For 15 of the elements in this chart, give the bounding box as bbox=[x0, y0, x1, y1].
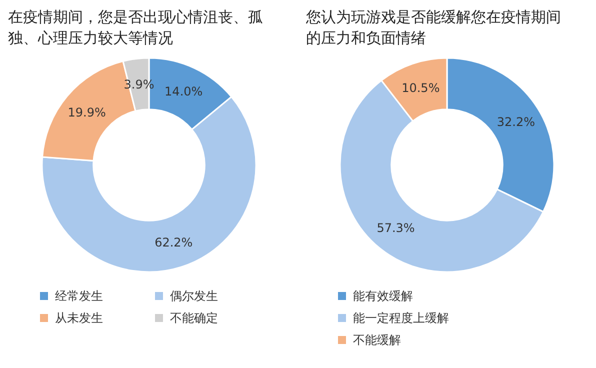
legend-label: 能有效缓解 bbox=[353, 289, 413, 303]
legend-label: 能一定程度上缓解 bbox=[353, 311, 449, 325]
data-label: 57.3% bbox=[376, 221, 415, 236]
chart-title: 您认为玩游戏是否能缓解您在疫情期间的压力和负面情绪 bbox=[305, 8, 561, 47]
data-label: 62.2% bbox=[154, 235, 193, 250]
data-label: 14.0% bbox=[164, 84, 203, 98]
data-label: 19.9% bbox=[68, 106, 106, 120]
legend-label: 不能确定 bbox=[170, 311, 218, 325]
chart-title: 在疫情期间，您是否出现心情沮丧、孤独、心理压力较大等情况 bbox=[8, 8, 263, 47]
data-label: 10.5% bbox=[402, 81, 440, 96]
legend-label: 经常发生 bbox=[55, 289, 103, 303]
legend-label: 偶尔发生 bbox=[170, 289, 218, 303]
legend-label: 不能缓解 bbox=[353, 333, 401, 347]
data-label: 32.2% bbox=[496, 114, 535, 129]
legend-label: 从未发生 bbox=[55, 311, 103, 325]
